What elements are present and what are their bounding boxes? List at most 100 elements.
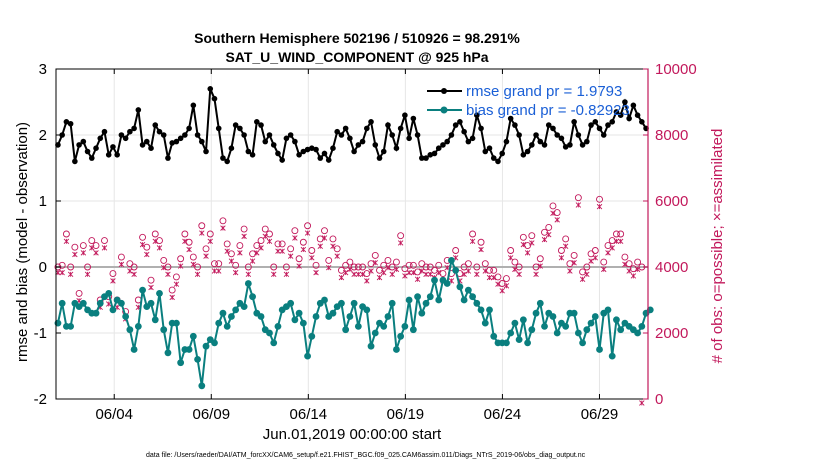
rmse-point [118, 132, 125, 138]
rmse-series [55, 86, 649, 165]
obs-assimilated-point [156, 245, 163, 251]
rmse-point [495, 158, 501, 165]
bias-point [507, 329, 515, 337]
rmse-point [338, 132, 345, 138]
obs-possible-point [545, 223, 553, 231]
bias-point [536, 299, 544, 307]
legend-bias-marker [440, 106, 448, 114]
rmse-point [609, 119, 616, 125]
bias-point [477, 306, 485, 314]
rmse-point [148, 145, 154, 151]
obs-assimilated-point [207, 238, 213, 245]
legend-bias-label: bias grand pr = -0.82923 [466, 102, 630, 119]
bias-point [634, 329, 641, 337]
rmse-point [317, 155, 324, 161]
rmse-point [313, 146, 319, 153]
obs-assimilated-point [423, 271, 429, 278]
obs-possible-point [439, 270, 447, 278]
obs-possible-point [346, 258, 354, 266]
obs-assimilated-point [275, 248, 281, 254]
obs-assimilated-point [359, 271, 366, 278]
rmse-point [55, 142, 61, 148]
obs-possible-point [494, 273, 502, 281]
obs-assimilated-point [372, 260, 378, 266]
bias-point [329, 309, 337, 317]
obs-possible-point [291, 227, 299, 235]
rmse-point [393, 145, 400, 151]
obs-assimilated-point [232, 269, 239, 276]
obs-possible-point [528, 232, 536, 240]
obs-assimilated-point [355, 271, 362, 278]
obs-assimilated-point [203, 253, 209, 259]
obs-assimilated-point [118, 261, 125, 268]
obs-assimilated-point [304, 230, 311, 236]
obs-possible-point [181, 230, 189, 238]
obs-possible-point [621, 253, 629, 261]
rmse-point [402, 112, 408, 118]
obs-assimilated-point [524, 250, 531, 256]
bias-point [435, 296, 443, 304]
obs-possible-point [304, 222, 312, 230]
rmse-point [347, 135, 353, 142]
obs-possible-point [223, 240, 231, 248]
rmse-point [266, 132, 273, 138]
bias-point [469, 293, 476, 301]
y2-tick-label: 4000 [655, 259, 688, 276]
obs-assimilated-point [554, 217, 560, 223]
obs-assimilated-point [67, 271, 74, 278]
bias-point [511, 319, 519, 327]
obs-assimilated-point [499, 288, 505, 294]
bias-point [613, 316, 620, 324]
obs-assimilated-point [177, 263, 184, 269]
obs-assimilated-point [266, 238, 273, 245]
obs-assimilated-point [110, 278, 116, 284]
x-tick-label: 06/04 [95, 406, 133, 423]
obs-assimilated-point [613, 238, 620, 245]
bias-point [338, 299, 345, 307]
obs-assimilated-point [258, 245, 264, 251]
obs-assimilated-point [237, 250, 243, 256]
legend: rmse grand pr = 1.9793 bias grand pr = -… [427, 83, 630, 119]
obs-possible-point [519, 233, 527, 241]
obs-assimilated-point [465, 268, 472, 274]
obs-possible-point [536, 255, 544, 263]
obs-possible-point [414, 268, 422, 276]
rmse-point [605, 122, 611, 128]
bias-point [515, 336, 523, 343]
bias-point [287, 299, 295, 307]
obs-possible-point [380, 261, 388, 269]
rmse-point [579, 142, 586, 148]
rmse-point [545, 122, 552, 128]
obs-assimilated-point [347, 266, 353, 273]
rmse-point [558, 135, 565, 142]
obs-possible-point [270, 263, 278, 271]
rmse-point [355, 142, 362, 148]
y2-tick-label: 10000 [655, 61, 697, 78]
rmse-point [461, 128, 467, 135]
obs-possible-point [409, 261, 417, 269]
rmse-point [537, 138, 544, 145]
obs-assimilated-point [59, 269, 65, 276]
rmse-point [325, 157, 332, 163]
obs-possible-point [236, 242, 244, 250]
obs-possible-point [177, 255, 185, 263]
bias-point [211, 339, 218, 347]
rmse-point [516, 132, 522, 138]
bias-point [579, 339, 586, 347]
obs-assimilated-point [93, 250, 99, 256]
obs-possible-point [244, 263, 252, 271]
bias-point [638, 323, 646, 330]
obs-possible-point [215, 260, 223, 268]
obs-assimilated-point [512, 266, 518, 273]
rmse-point [156, 128, 163, 135]
bias-point [342, 326, 350, 334]
rmse-point [122, 135, 129, 142]
obs-assimilated-point [271, 271, 277, 278]
rmse-point [529, 142, 535, 148]
rmse-point [169, 140, 175, 146]
bias-point [244, 280, 252, 287]
obs-possible-point [58, 261, 66, 269]
obs-assimilated-point [330, 243, 336, 249]
rmse-point [507, 115, 514, 122]
obs-assimilated-point [575, 202, 582, 208]
